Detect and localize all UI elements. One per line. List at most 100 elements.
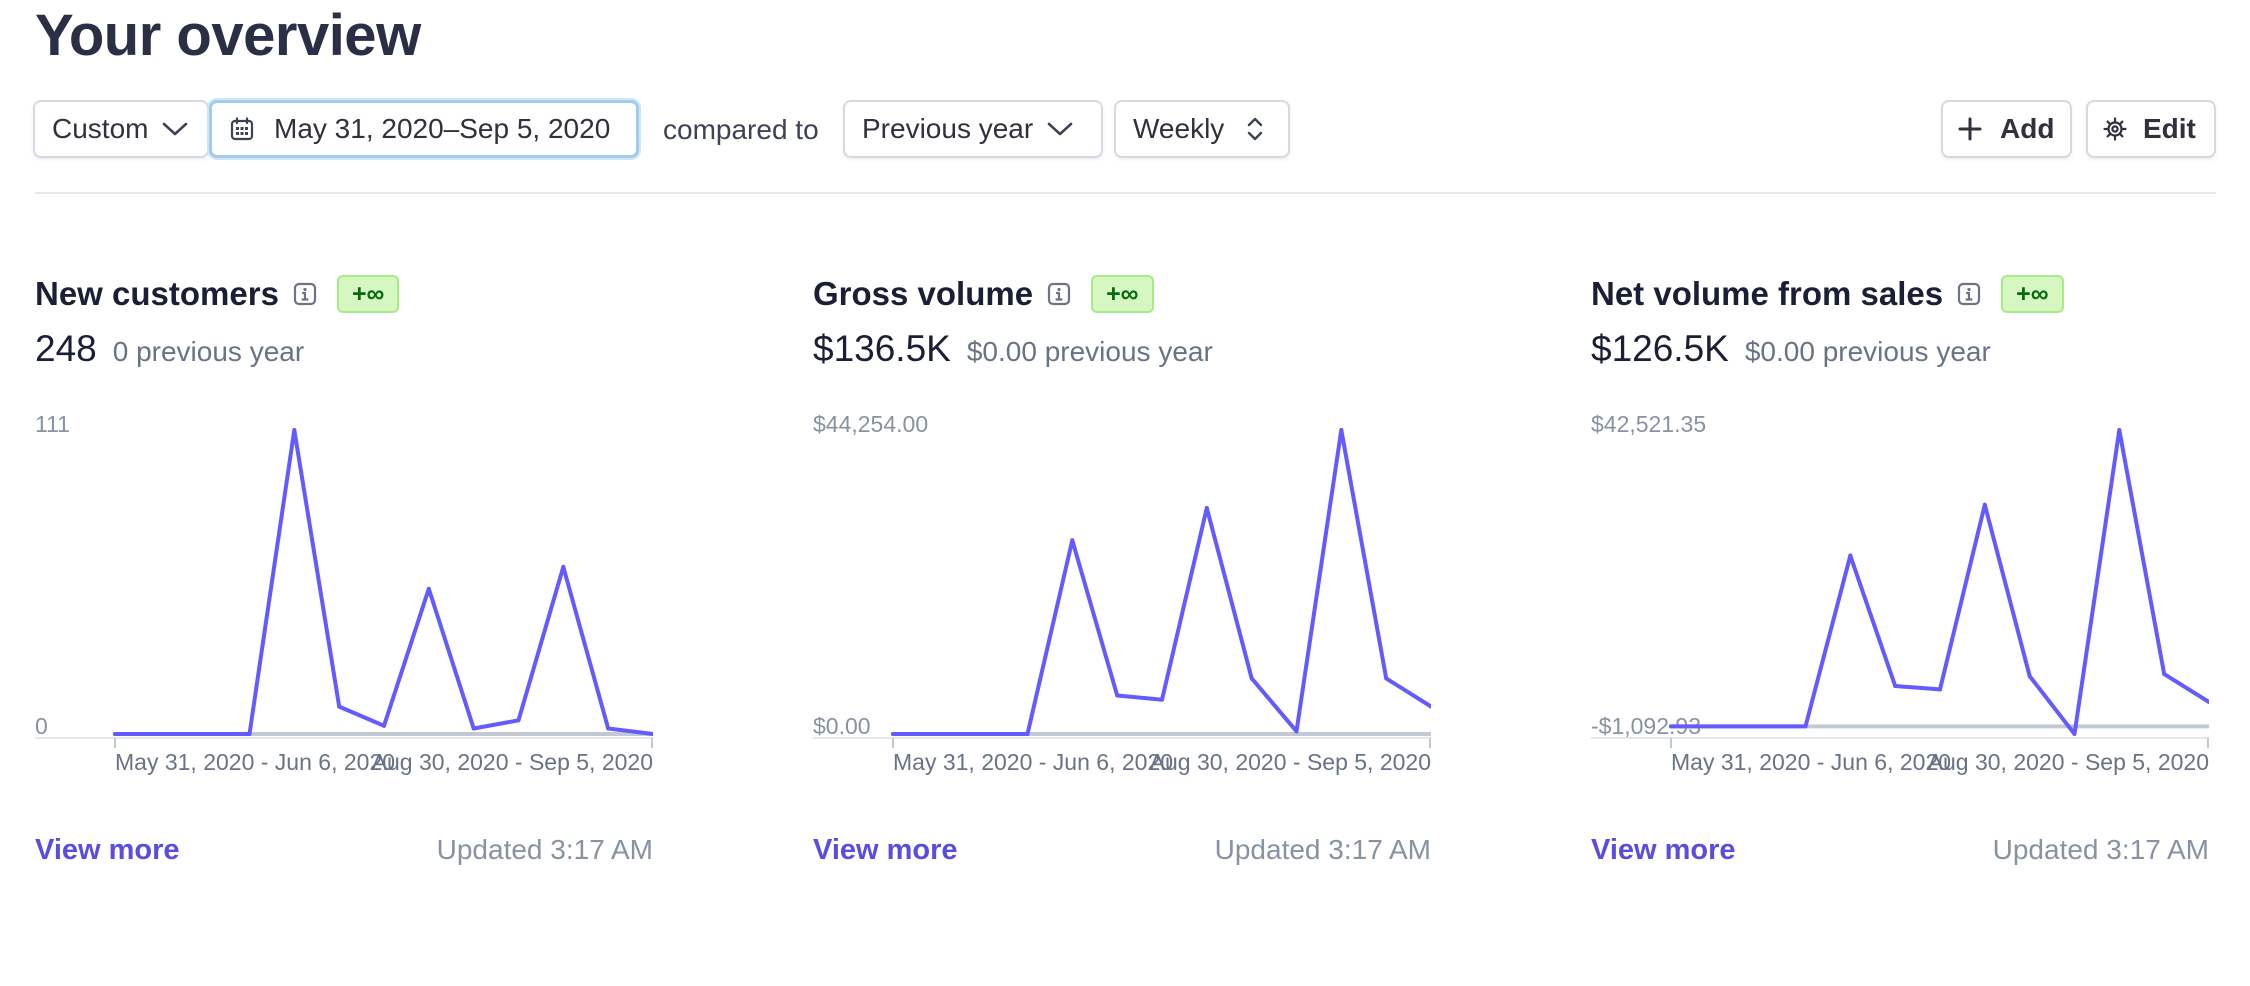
data-point	[113, 732, 117, 736]
data-point	[606, 726, 611, 731]
updated-timestamp: Updated 3:17 AM	[1214, 834, 1431, 865]
metric-previous: $0.00 previous year	[966, 336, 1213, 367]
metric-value: $126.5K	[1591, 328, 1729, 369]
x-axis-end-label: Aug 30, 2020 - Sep 5, 2020	[1150, 749, 1431, 775]
view-more-link[interactable]: View more	[813, 834, 958, 866]
edit-label: Edit	[2143, 113, 2196, 144]
y-axis-max-label: $42,521.35	[1591, 412, 1706, 437]
chevron-up-down-icon	[1246, 115, 1264, 143]
data-point	[1160, 697, 1164, 702]
info-icon[interactable]	[293, 282, 317, 306]
data-point	[1115, 693, 1120, 698]
data-point	[2072, 732, 2077, 736]
range-preset-dropdown[interactable]: Custom	[33, 100, 209, 158]
data-point	[980, 732, 985, 736]
card-header: Gross volume +∞	[813, 270, 1154, 318]
add-button[interactable]: Add	[1941, 100, 2072, 158]
metric-card-new-customers: New customers +∞ 248 0 previous year 111…	[35, 262, 653, 902]
x-axis-start-label: May 31, 2020 - Jun 6, 2020	[1671, 749, 1951, 775]
comparison-dropdown[interactable]: Previous year	[843, 100, 1103, 158]
metric-row: $126.5K $0.00 previous year	[1591, 328, 1991, 370]
data-point	[382, 723, 386, 728]
card-title: New customers	[35, 275, 279, 312]
data-point	[292, 428, 297, 432]
x-axis-start-label: May 31, 2020 - Jun 6, 2020	[115, 749, 395, 775]
data-point	[1893, 683, 1898, 688]
updated-timestamp: Updated 3:17 AM	[436, 834, 653, 865]
data-point	[1758, 724, 1763, 729]
chevron-down-icon	[1047, 121, 1073, 137]
metric-row: $136.5K $0.00 previous year	[813, 328, 1213, 370]
calendar-icon	[230, 117, 254, 141]
data-point	[2027, 674, 2032, 679]
info-icon[interactable]	[1957, 282, 1981, 306]
range-preset-label: Custom	[52, 113, 149, 144]
divider	[35, 192, 2216, 194]
change-badge: +∞	[2001, 275, 2064, 313]
metric-row: 248 0 previous year	[35, 328, 304, 370]
data-point	[516, 718, 521, 723]
metric-value: 248	[35, 328, 97, 369]
data-point	[1339, 428, 1344, 432]
data-point	[202, 732, 207, 736]
y-axis-min-label: $0.00	[813, 713, 871, 739]
gear-icon	[2103, 117, 2127, 141]
data-point	[1070, 538, 1075, 543]
interval-select[interactable]: Weekly	[1114, 100, 1290, 158]
data-point	[891, 732, 895, 736]
card-title: Net volume from sales	[1591, 275, 1944, 312]
metric-previous: $0.00 previous year	[1744, 336, 1991, 367]
y-axis-max-label: 111	[35, 412, 70, 437]
comparison-label: Previous year	[862, 113, 1034, 144]
edit-button[interactable]: Edit	[2086, 100, 2216, 158]
metric-previous: 0 previous year	[112, 336, 305, 367]
page-title: Your overview	[35, 3, 421, 68]
x-axis-start-label: May 31, 2020 - Jun 6, 2020	[893, 749, 1173, 775]
y-axis-min-label: 0	[35, 713, 48, 739]
metric-card-gross-volume: Gross volume +∞ $136.5K $0.00 previous y…	[813, 262, 1431, 902]
data-point	[1204, 505, 1209, 510]
data-point	[935, 732, 940, 736]
data-point	[651, 732, 653, 736]
date-range-picker[interactable]: May 31, 2020–Sep 5, 2020	[209, 100, 639, 158]
data-point	[247, 732, 252, 736]
data-point	[1025, 732, 1030, 736]
data-point	[1803, 724, 1808, 729]
x-axis-end-label: Aug 30, 2020 - Sep 5, 2020	[372, 749, 653, 775]
filter-toolbar: Custom May 31, 2020–Sep 5, 2020 compared…	[33, 100, 2216, 162]
series-line	[891, 428, 1431, 736]
data-point	[2207, 699, 2209, 704]
interval-label: Weekly	[1133, 113, 1225, 144]
plus-icon	[1958, 117, 1982, 141]
updated-timestamp: Updated 3:17 AM	[1992, 834, 2209, 865]
compared-to-label: compared to	[663, 114, 819, 145]
x-axis-end-label: Aug 30, 2020 - Sep 5, 2020	[1928, 749, 2209, 775]
data-point	[426, 586, 431, 591]
line-chart[interactable]: $44,254.00 $0.00 May 31, 2020 - Jun 6, 202…	[813, 412, 1431, 812]
data-point	[1294, 729, 1299, 734]
change-badge: +∞	[336, 275, 400, 313]
metric-card-net-volume: Net volume from sales +∞ $126.5K $0.00 p…	[1591, 262, 2209, 902]
data-point	[471, 726, 476, 731]
data-point	[157, 732, 162, 736]
data-point	[1249, 676, 1254, 681]
data-point	[1384, 676, 1389, 681]
view-more-link[interactable]: View more	[35, 834, 180, 866]
data-point	[1669, 724, 1673, 729]
card-header: Net volume from sales +∞	[1591, 270, 2064, 318]
date-range-label: May 31, 2020–Sep 5, 2020	[274, 113, 611, 144]
card-header: New customers +∞	[35, 270, 400, 318]
view-more-link[interactable]: View more	[1591, 834, 1736, 866]
data-point	[1982, 502, 1987, 507]
data-point	[337, 704, 342, 709]
info-icon[interactable]	[1047, 282, 1071, 306]
data-point	[2117, 428, 2122, 433]
change-badge: +∞	[1091, 275, 1154, 313]
data-point	[1429, 704, 1431, 709]
data-point	[561, 564, 566, 569]
data-point	[1713, 724, 1718, 729]
chevron-down-icon	[162, 121, 188, 137]
metric-value: $136.5K	[813, 328, 951, 369]
